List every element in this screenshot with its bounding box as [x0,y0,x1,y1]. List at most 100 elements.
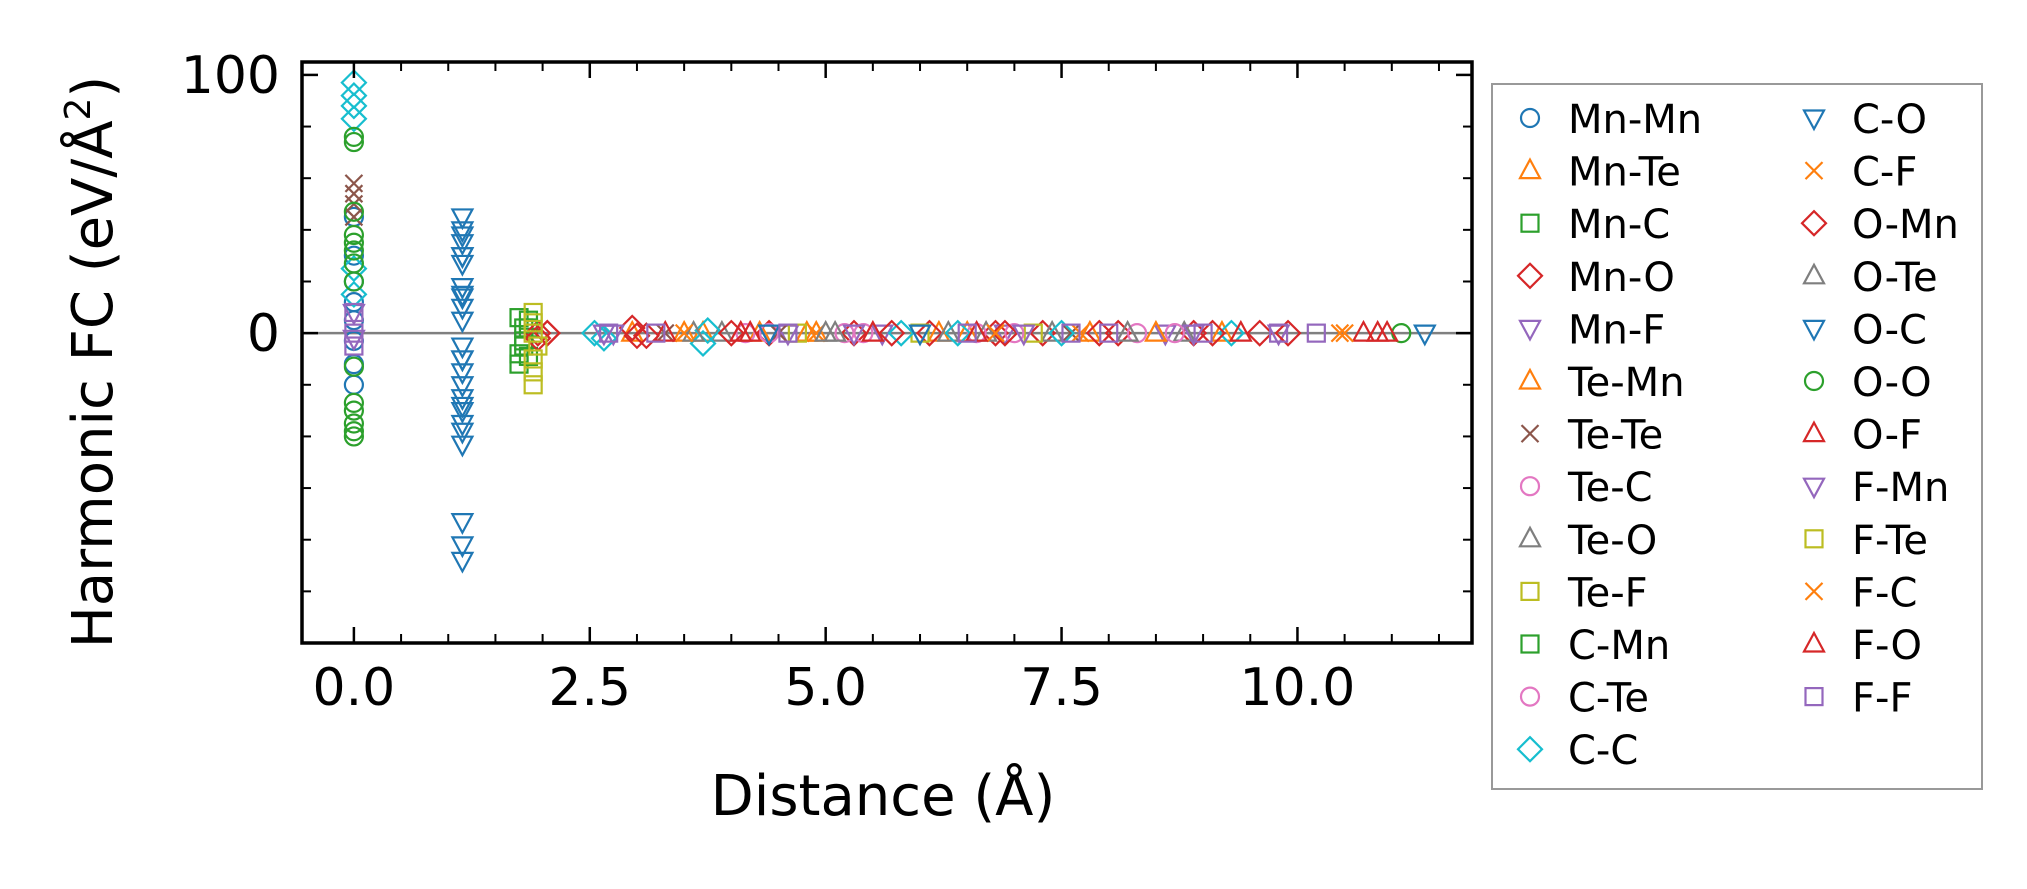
legend-label: Te-C [1567,465,1653,511]
legend-marker [1519,686,1541,707]
legend: Mn-Mn Mn-Te Mn-C Mn-O Mn-F Te-Mn Te-Te Te-C Te-O… [1491,83,1983,790]
legend-item: F-Te [1804,518,1928,564]
data-point [450,396,475,419]
legend-label: Mn-C [1568,202,1670,248]
legend-label: Mn-Te [1568,150,1681,196]
data-point [344,336,364,356]
data-point [1144,319,1168,342]
data-point [523,323,543,343]
legend-item: O-Te [1802,255,1938,301]
data-point [1029,319,1057,347]
data-point [1351,319,1376,342]
series-mn-f [342,303,1291,352]
data-point [632,322,660,350]
legend-label: C-Mn [1568,623,1670,669]
legend-label: Mn-Mn [1568,97,1702,143]
data-point [1099,323,1119,343]
legend-label: C-Te [1568,676,1649,722]
data-point [986,323,1005,343]
legend-label: Te-F [1567,570,1648,616]
data-point [343,131,364,153]
legend-label: O-F [1852,413,1922,459]
legend-marker [1802,319,1826,342]
legend-marker [1518,525,1542,548]
data-point [344,302,364,323]
legend-item: F-C [1804,570,1917,616]
x-axis-label: Distance (Å) [711,763,1056,829]
data-point [1172,319,1197,342]
legend-item: Te-O [1518,518,1657,564]
legend-box [1491,83,1983,790]
data-point [450,350,475,373]
legend-label: C-C [1568,728,1638,774]
data-point [344,323,364,343]
data-point [343,232,364,253]
legend-marker [1519,476,1541,497]
data-point [694,316,722,345]
data-point [757,324,781,347]
data-point [450,389,475,412]
data-point [450,247,475,269]
y-tick-label: 100 [181,46,280,106]
data-point [1048,319,1076,347]
legend-marker [1518,157,1542,180]
data-point [343,292,364,313]
x-tick-label: 5.0 [784,658,867,718]
legend-marker [1802,630,1826,653]
y-axis-label-close: ) [61,76,126,98]
legend-item: Te-C [1519,465,1653,511]
legend-label: C-F [1852,150,1917,196]
data-point [717,319,745,347]
data-point [870,324,895,347]
legend-marker [1804,529,1824,549]
data-point [342,329,366,352]
data-point [509,308,529,328]
data-point [343,392,364,413]
legend-marker [1804,161,1824,180]
legend-item: Mn-C [1520,202,1670,248]
legend-marker [1519,107,1541,129]
data-point [590,324,618,352]
data-point [340,92,368,120]
series-o-c [450,221,932,445]
data-point [450,414,475,437]
legend-label: O-O [1852,360,1932,406]
legend-item: Mn-F [1518,307,1665,353]
legend-marker [1803,370,1825,392]
legend-marker [1802,262,1826,285]
legend-item: O-F [1802,413,1922,459]
series-c-te [735,323,1185,344]
data-point [735,323,756,344]
legend-item: C-C [1516,728,1638,774]
data-point [450,285,475,308]
data-point [450,234,475,257]
legend-label: F-Mn [1852,465,1949,511]
data-point [1335,323,1354,343]
x-tick-label: 2.5 [548,658,631,718]
y-axis-label: Harmonic FC (eV/Å2) [58,76,126,649]
data-point [343,201,364,222]
legend-label: Mn-F [1568,307,1665,353]
data-point [524,319,552,347]
legend-marker [1516,262,1544,290]
legend-label: C-O [1852,97,1927,143]
series-o-o [343,126,1412,447]
data-point [343,421,364,442]
data-point [646,323,666,343]
series-f-c [674,323,1354,343]
legend-label: F-F [1852,676,1912,722]
data-point [343,356,364,377]
data-point [450,311,475,334]
data-point [1375,319,1399,342]
data-point [343,426,364,447]
data-point [1061,323,1081,343]
data-point [842,324,866,347]
axes: 0.0 2.5 5.0 7.5 10.0 0 100 [181,46,1474,718]
data-point [450,226,475,249]
legend-label: F-O [1852,623,1922,669]
data-point [1040,319,1064,342]
data-point [944,319,972,347]
legend-item: Mn-Te [1518,150,1681,196]
data-point [1115,319,1140,342]
data-point [450,298,475,321]
